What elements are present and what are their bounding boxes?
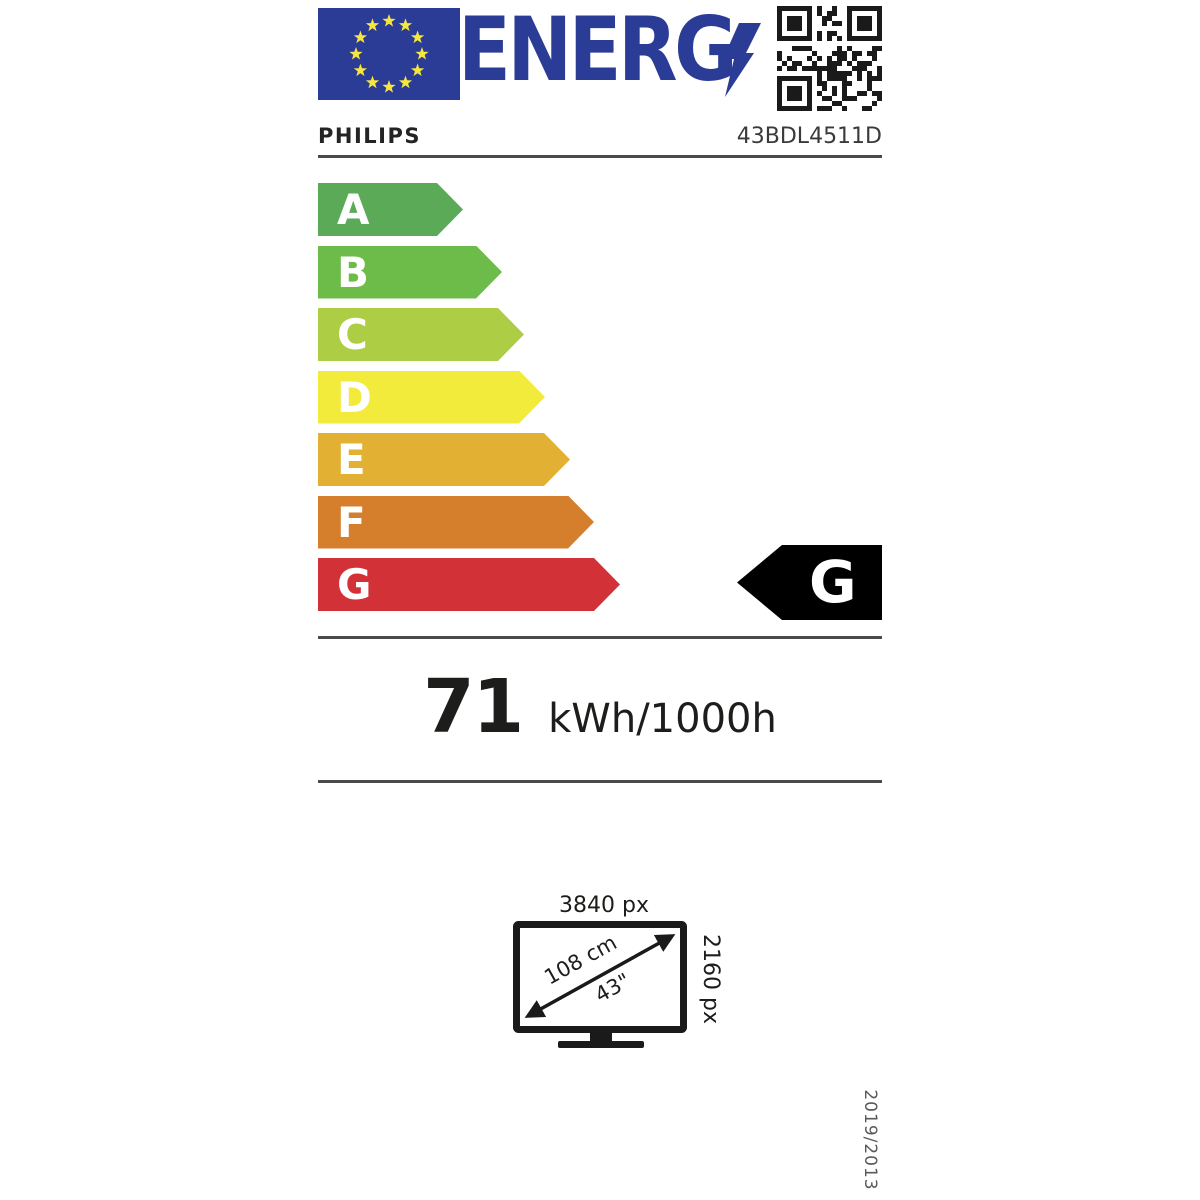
qr-code [777, 6, 882, 111]
screen-size-diagram: 3840 px 108 cm 43" 2160 px [513, 893, 723, 1048]
energy-consumption: 71 kWh/1000h [318, 664, 882, 762]
stand-neck [590, 1033, 612, 1042]
eu-star [398, 75, 413, 89]
eu-star [382, 14, 396, 27]
regulation-reference: 2019/2013 [860, 1089, 880, 1191]
energy-class-row-e: E [318, 433, 570, 486]
consumption-value: 71 [423, 664, 524, 750]
energy-class-letter: E [337, 435, 366, 484]
energy-class-row-g: G [318, 558, 620, 611]
energy-class-row-c: C [318, 308, 524, 361]
eu-star [382, 80, 396, 93]
eu-star [410, 63, 425, 77]
brand-row: PHILIPS 43BDL4511D [318, 124, 882, 149]
horizontal-resolution-label: 3840 px [559, 893, 649, 918]
energy-class-letter: C [337, 310, 368, 359]
eu-star [353, 63, 368, 77]
vertical-resolution-label: 2160 px [698, 934, 723, 1024]
energy-class-row-b: B [318, 245, 502, 299]
eu-star [410, 30, 425, 44]
eu-flag-icon [318, 8, 460, 100]
lightning-bolt-icon [723, 23, 761, 97]
eu-star [353, 30, 368, 44]
divider-top [318, 155, 882, 158]
energy-class-row-a: A [318, 183, 463, 236]
divider-middle [318, 636, 882, 639]
energ-wordmark: ENERG [458, 0, 738, 101]
energy-class-letter: B [337, 247, 370, 297]
energy-class-row-f: F [318, 495, 594, 549]
stand-base [558, 1041, 644, 1048]
diagonal-arrow [524, 934, 676, 1018]
eu-star [365, 75, 380, 89]
energy-class-letter: G [337, 560, 372, 609]
divider-bottom [318, 780, 882, 783]
consumption-unit: kWh/1000h [548, 696, 777, 742]
eu-star [415, 47, 429, 60]
rated-class-letter: G [809, 548, 857, 616]
energy-class-row-d: D [318, 370, 545, 424]
brand-name: PHILIPS [318, 124, 421, 148]
eu-star [349, 47, 363, 60]
eu-star [365, 18, 380, 32]
energy-class-letter: F [337, 497, 366, 547]
energy-class-letter: D [337, 372, 372, 422]
energy-class-letter: A [337, 185, 370, 234]
eu-star [398, 18, 413, 32]
model-number: 43BDL4511D [736, 124, 882, 149]
